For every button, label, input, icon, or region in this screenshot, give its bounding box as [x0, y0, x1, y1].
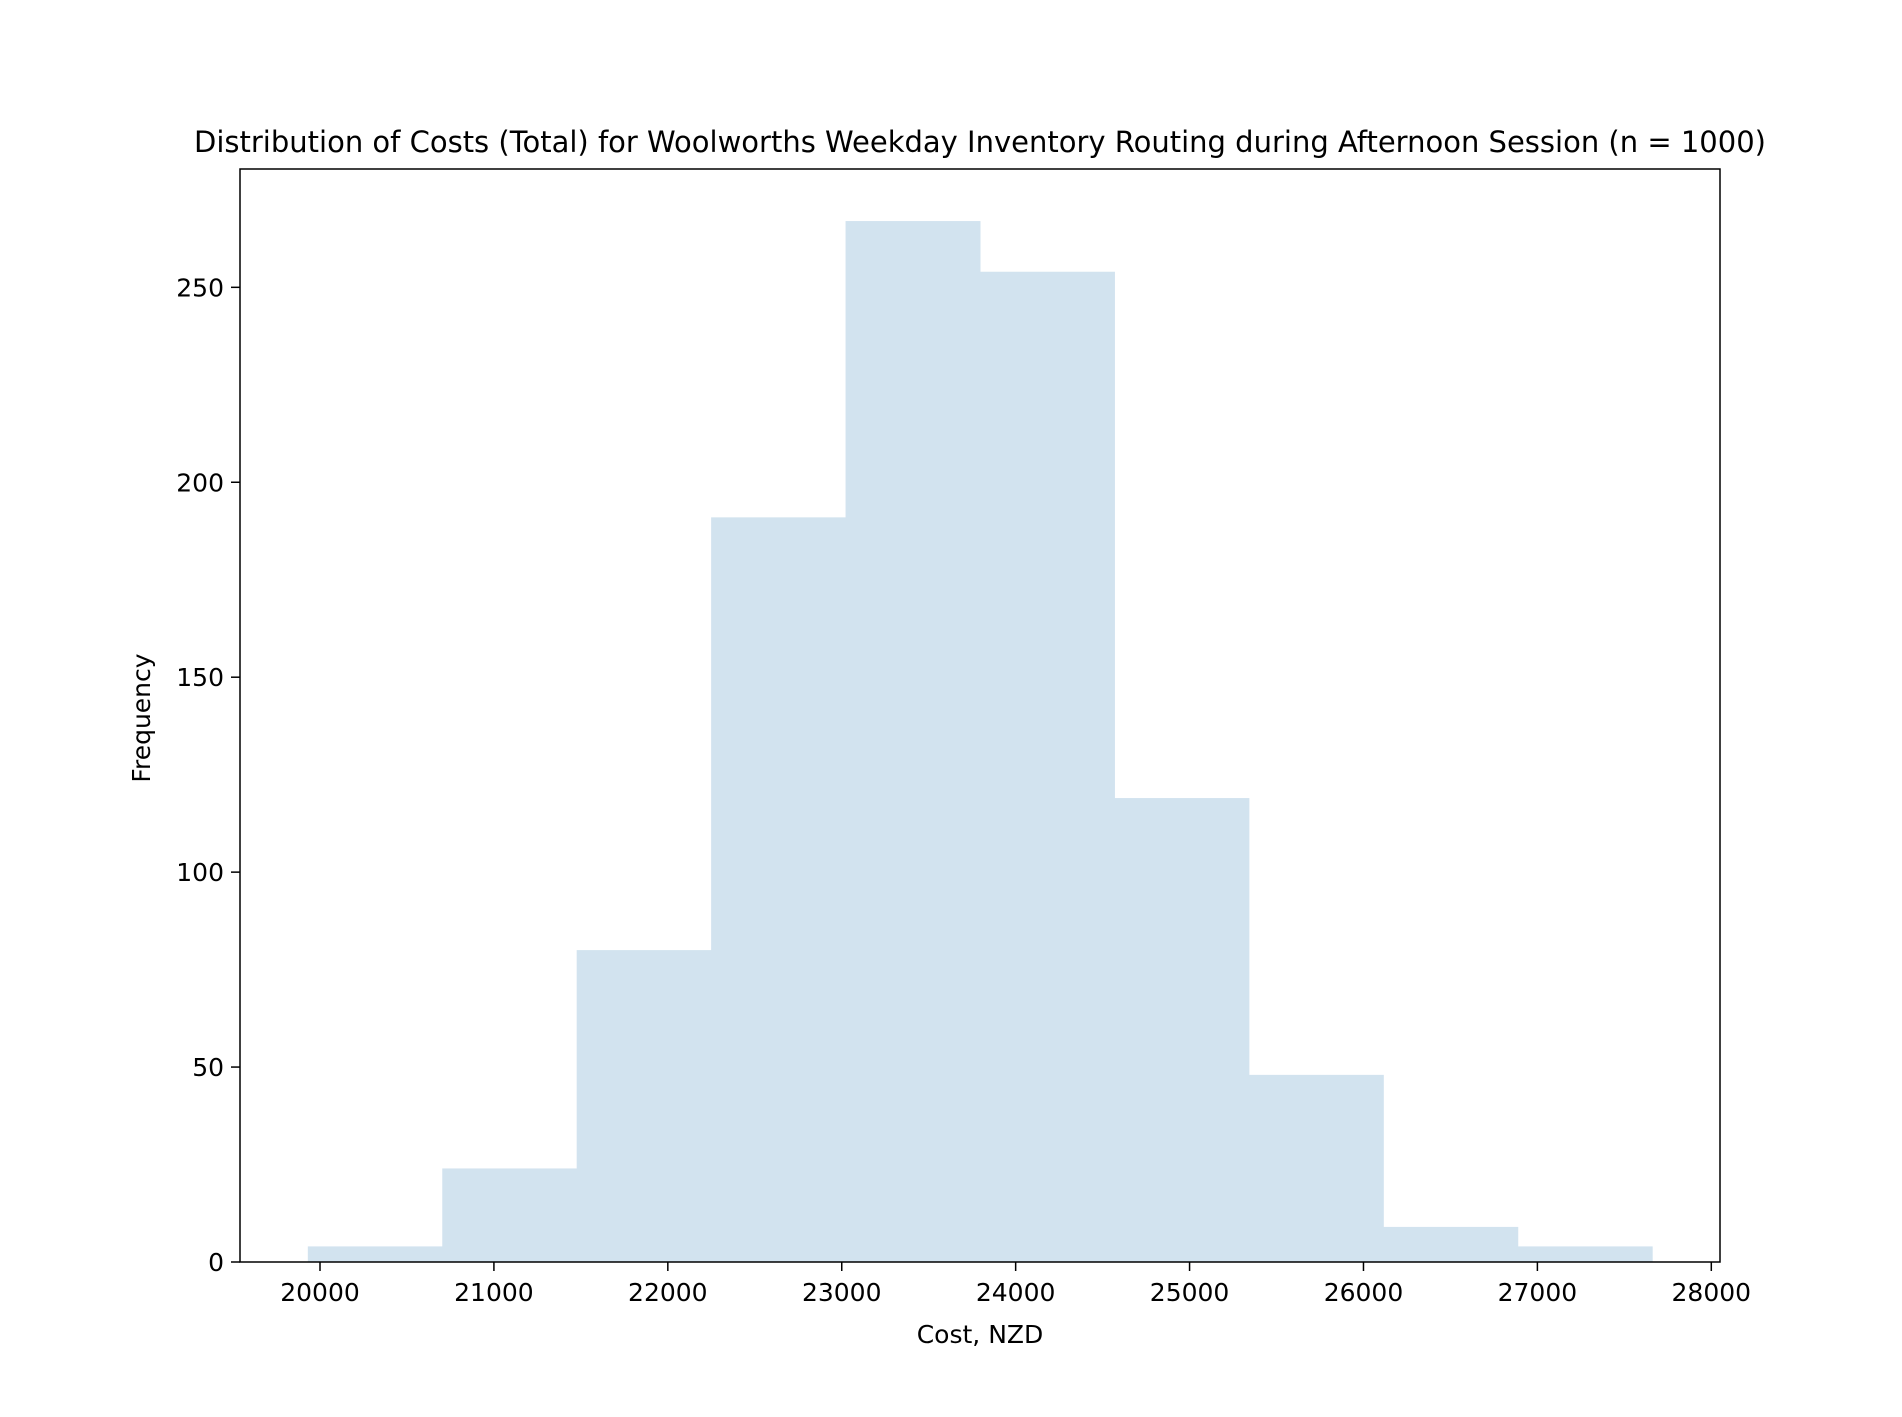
plot-frame [239, 168, 1721, 1263]
histogram-bar [576, 950, 712, 1262]
y-tick-label: 250 [176, 273, 224, 302]
x-tick-label: 23000 [802, 1278, 882, 1307]
chart-title: Distribution of Costs (Total) for Woolwo… [194, 125, 1766, 159]
x-tick-label: 28000 [1672, 1278, 1752, 1307]
y-tick-label: 150 [176, 663, 224, 692]
x-axis-ticks: 20000 21000 22000 23000 24000 25000 26000 27000… [280, 1262, 1751, 1307]
y-axis-ticks: 0 50 100 150 200 250 [176, 273, 240, 1277]
x-tick-label: 22000 [628, 1278, 708, 1307]
x-tick-label: 24000 [976, 1278, 1056, 1307]
y-axis-label: Frequency [127, 653, 156, 782]
y-tick-label: 200 [176, 468, 224, 497]
histogram-bar [845, 221, 981, 1263]
histogram-bar [442, 1168, 578, 1262]
bars-group [307, 221, 1653, 1263]
histogram-bar [980, 271, 1115, 1262]
x-tick-label: 25000 [1150, 1278, 1230, 1307]
x-tick-label: 26000 [1324, 1278, 1404, 1307]
x-tick-label: 20000 [280, 1278, 360, 1307]
histogram-bar [1383, 1226, 1519, 1262]
histogram-bar [307, 1246, 443, 1262]
x-tick-label: 21000 [454, 1278, 534, 1307]
x-tick-label: 27000 [1498, 1278, 1578, 1307]
y-tick-label: 50 [192, 1053, 224, 1082]
y-tick-label: 0 [208, 1248, 224, 1277]
x-axis-label: Cost, NZD [917, 1320, 1044, 1349]
histogram-bar [1114, 798, 1250, 1262]
histogram-bar [711, 517, 847, 1262]
histogram-bar [1517, 1246, 1653, 1262]
y-tick-label: 100 [176, 858, 224, 887]
histogram-bar [1248, 1074, 1384, 1262]
